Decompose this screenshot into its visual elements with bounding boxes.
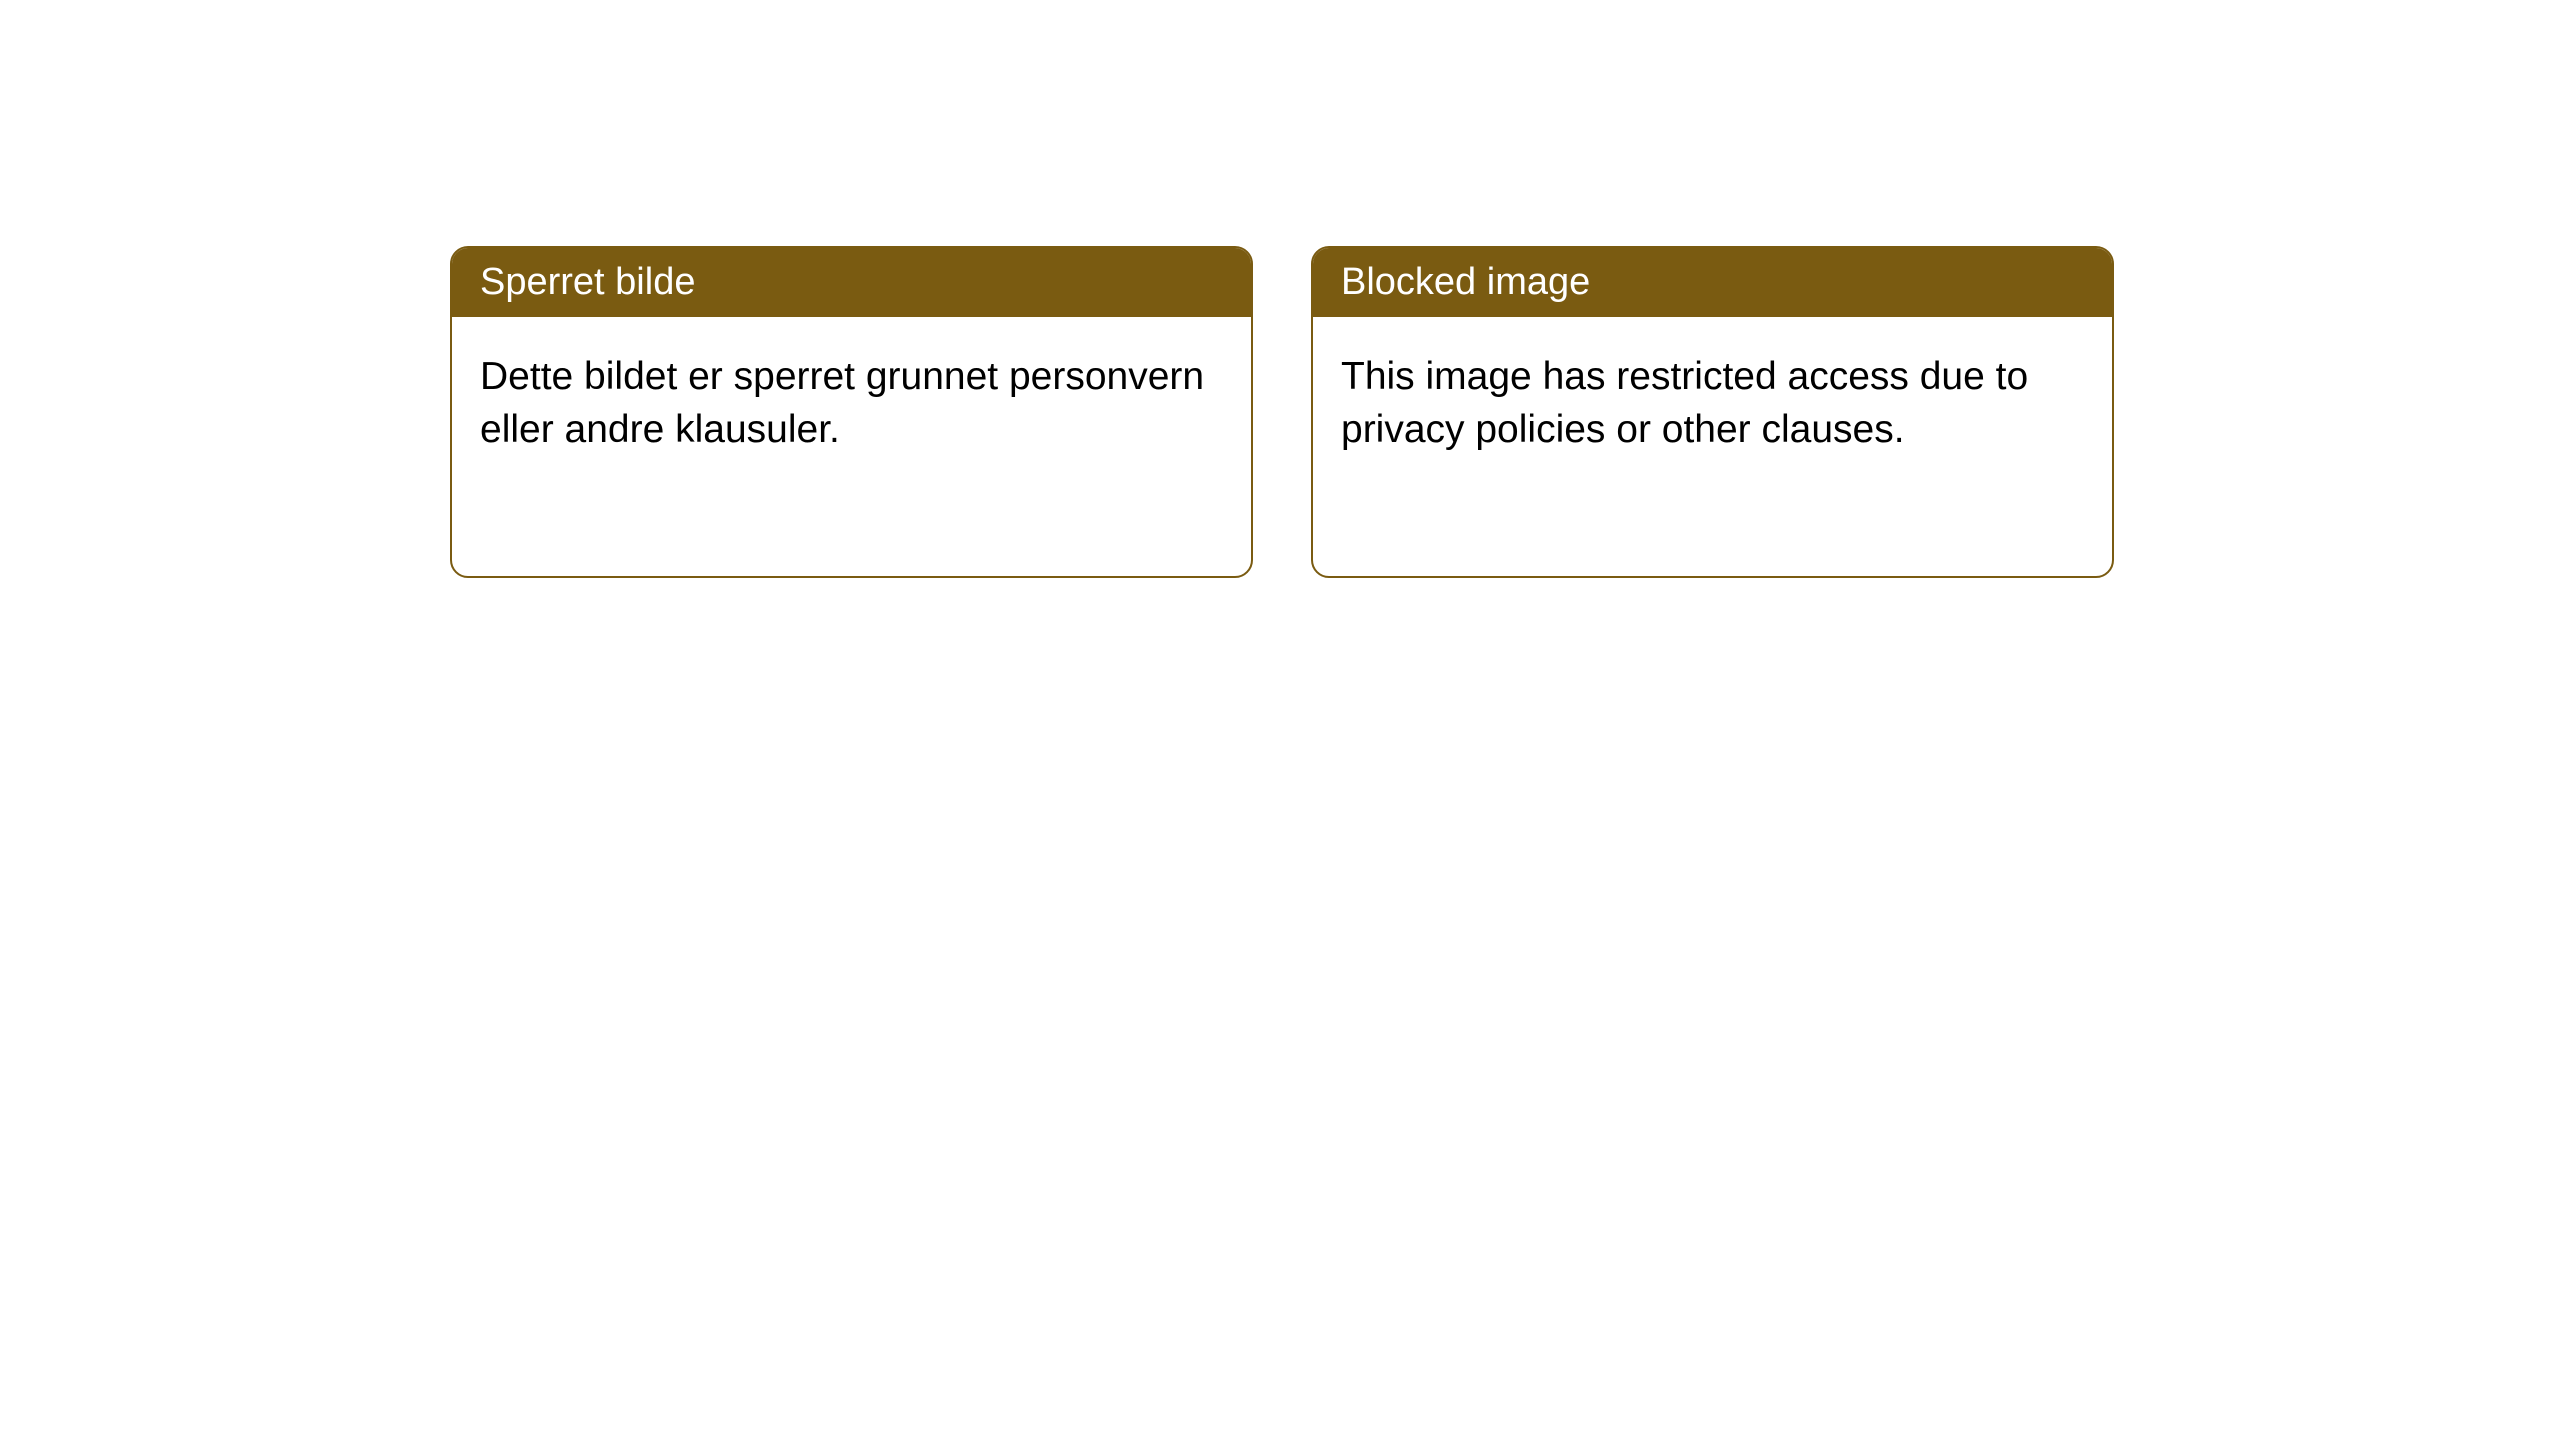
card-header-english: Blocked image [1313, 248, 2112, 317]
card-body-norwegian: Dette bildet er sperret grunnet personve… [452, 317, 1251, 490]
blocked-image-card-norwegian: Sperret bilde Dette bildet er sperret gr… [450, 246, 1253, 578]
blocked-image-card-english: Blocked image This image has restricted … [1311, 246, 2114, 578]
card-body-english: This image has restricted access due to … [1313, 317, 2112, 490]
card-header-norwegian: Sperret bilde [452, 248, 1251, 317]
blocked-image-notices: Sperret bilde Dette bildet er sperret gr… [450, 246, 2560, 578]
